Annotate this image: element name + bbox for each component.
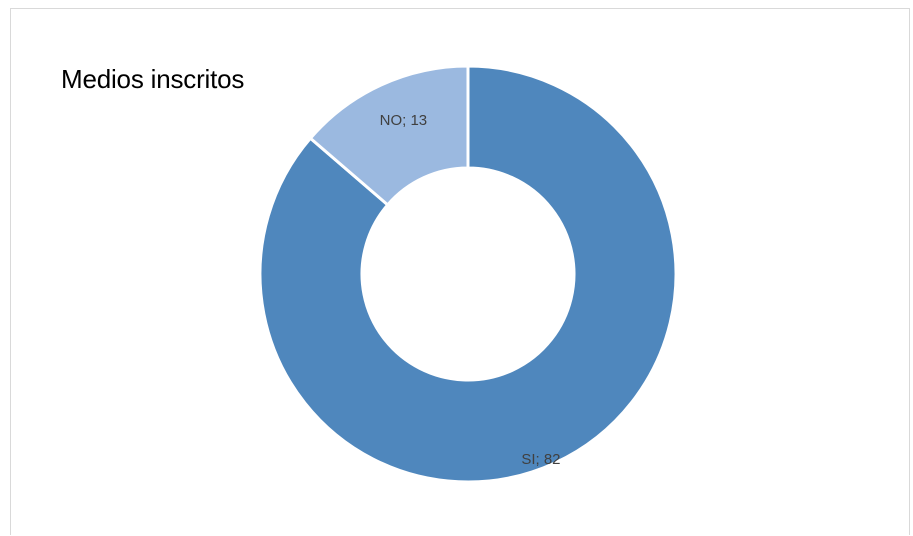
donut-chart: SI; 82 NO; 13 bbox=[258, 64, 678, 484]
slice-no bbox=[308, 64, 470, 207]
chart-frame: Medios inscritos SI; 82 NO; 13 bbox=[10, 8, 910, 535]
data-label-si: SI; 82 bbox=[521, 451, 560, 468]
chart-title: Medios inscritos bbox=[61, 64, 245, 94]
slice-si bbox=[258, 64, 678, 484]
data-label-no: NO; 13 bbox=[380, 112, 428, 129]
